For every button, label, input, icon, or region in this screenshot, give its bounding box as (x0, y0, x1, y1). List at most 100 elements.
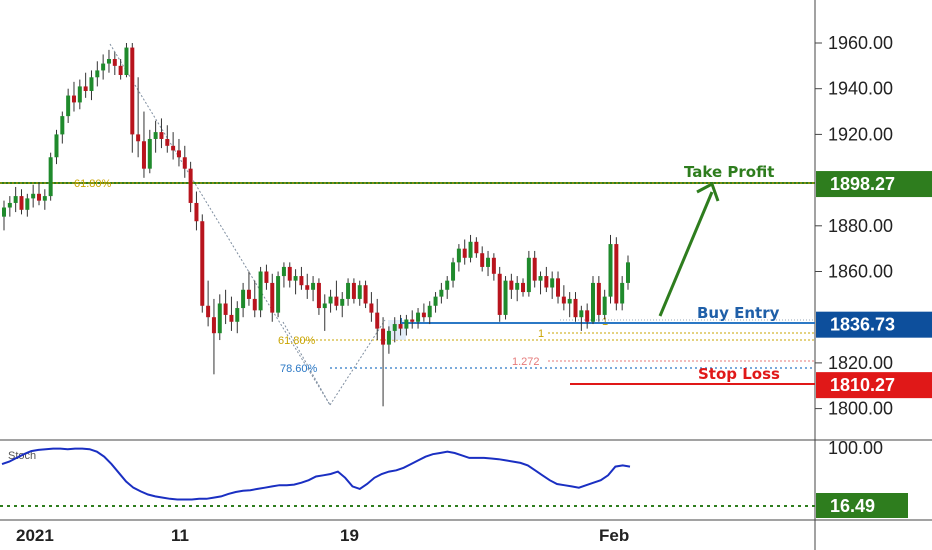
candle-body-up (258, 271, 263, 311)
fib-ext-1272-label: 1.272 (512, 356, 540, 368)
candle-body-down (596, 282, 601, 315)
fib-786-label: 78.60% (280, 363, 318, 375)
price-tag-box (816, 171, 932, 198)
candle (579, 305, 584, 331)
candle-body-down (509, 280, 514, 290)
candle-body-up (217, 303, 222, 334)
candle (211, 298, 216, 375)
candle-body-down (130, 47, 135, 135)
candle-body-up (13, 196, 18, 203)
fib-retracement-diagonal (109, 43, 331, 406)
candle-body-up (2, 207, 6, 217)
candle-body-up (538, 276, 543, 281)
candle-body-up (124, 47, 129, 75)
price-tags: 1898.27 1836.73 1810.27 (816, 171, 932, 399)
candle-body-up (416, 312, 421, 322)
candle-body-down (316, 282, 321, 309)
candle-body-up (503, 280, 508, 315)
candle-body-down (474, 241, 479, 254)
candle (468, 234, 473, 263)
candle-body-up (392, 324, 397, 331)
candle (2, 200, 6, 231)
candle (486, 250, 491, 277)
candle-body-up (106, 58, 111, 64)
price-tag-label: 1836.73 (830, 315, 895, 335)
candle (375, 298, 380, 341)
candle-body-down (83, 86, 88, 91)
candle-body-down (334, 296, 339, 306)
candle-body-up (468, 241, 473, 258)
candle-body-down (521, 282, 526, 293)
candle (101, 54, 106, 80)
candle-body-up (322, 303, 327, 309)
candle (118, 58, 123, 80)
candle (608, 234, 613, 304)
date-label-11: 11 (171, 526, 189, 545)
candle-body-up (77, 86, 82, 103)
candle (322, 294, 327, 331)
candle (182, 145, 187, 178)
candle (112, 52, 117, 75)
candle-body-up (42, 196, 47, 201)
candle-body-up (445, 280, 450, 290)
candle (188, 161, 193, 213)
candle (287, 262, 292, 288)
price-tick-label: 1800.00 (828, 399, 893, 419)
candle-body-down (351, 282, 356, 299)
candle (445, 276, 450, 299)
candle (95, 61, 100, 87)
candle (106, 49, 111, 73)
candle-body-down (491, 257, 496, 274)
date-label-feb: Feb (599, 526, 629, 545)
candle-body-down (369, 303, 374, 313)
candle-body-up (591, 282, 596, 322)
date-label-19: 19 (340, 526, 359, 545)
candle-body-up (456, 248, 461, 263)
candle (281, 262, 286, 288)
candle-body-up (567, 298, 572, 304)
fib-upper-label: 61.80% (74, 178, 112, 190)
candle (159, 118, 164, 149)
candle-body-down (532, 257, 537, 281)
candle (596, 276, 601, 322)
candle (25, 193, 30, 217)
candle-body-up (340, 298, 345, 306)
candle (369, 292, 374, 322)
candle (299, 266, 304, 290)
candle-body-down (270, 282, 275, 313)
candle (328, 289, 333, 313)
candle (351, 278, 356, 304)
candle (480, 246, 485, 272)
candle-body-up (54, 134, 59, 158)
candle (217, 294, 222, 341)
candle (346, 278, 351, 306)
candle-body-up (311, 282, 316, 290)
stop-loss-label: Stop Loss (698, 365, 780, 383)
candle (561, 285, 566, 311)
candle (176, 138, 181, 167)
candle (246, 271, 251, 306)
candle-body-down (223, 303, 228, 315)
candle (421, 303, 426, 322)
candle (171, 132, 176, 160)
candle-body-up (89, 77, 94, 91)
candle-body-down (299, 276, 304, 286)
candle (276, 271, 281, 318)
candle-body-up (281, 266, 286, 277)
candle-body-up (276, 276, 281, 313)
candle-body-down (421, 312, 426, 318)
candle-body-up (515, 282, 520, 290)
candle (7, 196, 12, 217)
price-tick-label: 1920.00 (828, 124, 893, 144)
svg-text:16.49: 16.49 (830, 496, 875, 516)
candle-body-up (433, 296, 438, 306)
candle (567, 292, 572, 318)
candle-body-down (136, 134, 141, 142)
candle-body-down (171, 145, 176, 151)
candle-body-up (526, 257, 531, 293)
candle-body-down (206, 305, 211, 318)
price-tag-box (816, 311, 932, 338)
candle (497, 266, 502, 322)
candle-body-up (608, 244, 613, 297)
